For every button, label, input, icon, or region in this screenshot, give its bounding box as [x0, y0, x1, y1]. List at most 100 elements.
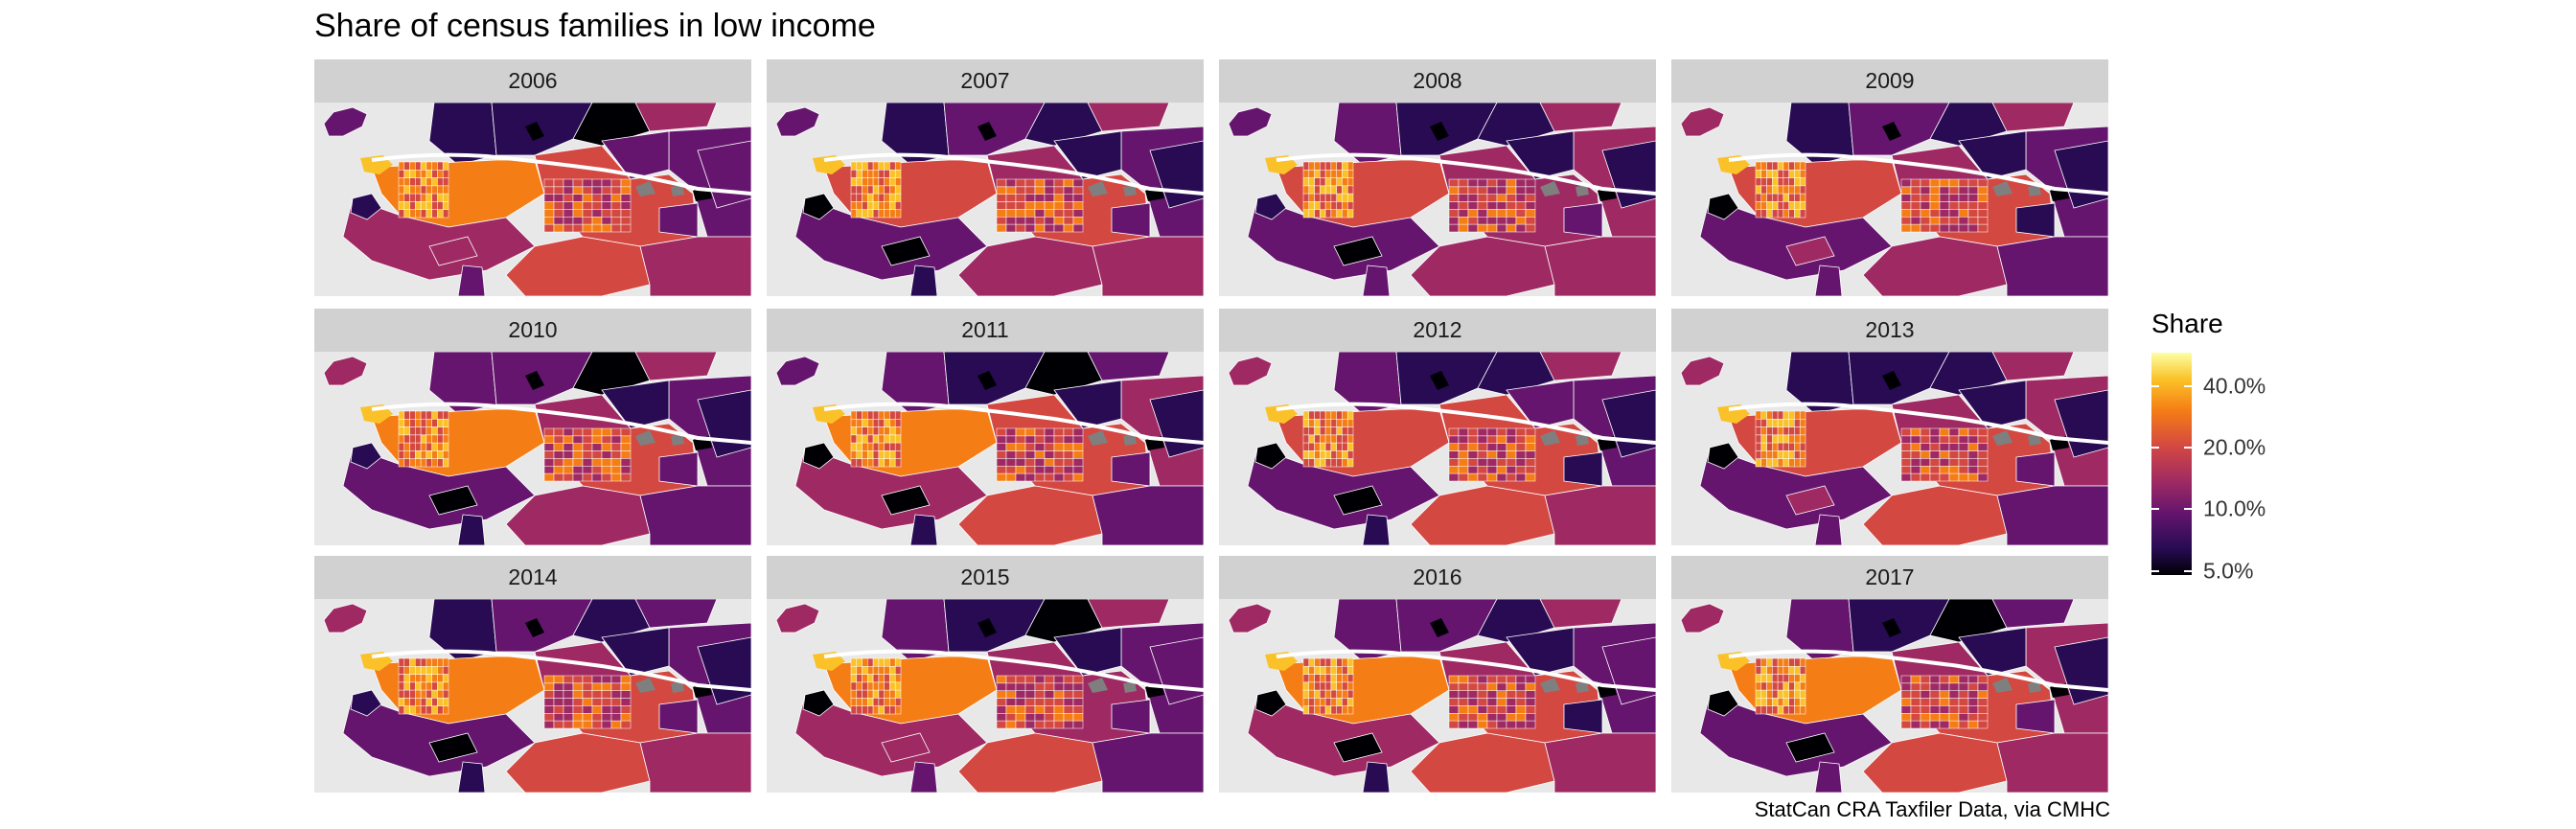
region [1576, 434, 1589, 446]
region [1788, 689, 1795, 699]
region [1308, 666, 1315, 675]
region [398, 450, 405, 459]
region [1324, 681, 1332, 691]
region [1948, 217, 1960, 225]
region [1346, 209, 1354, 219]
region [1910, 720, 1921, 729]
region [1486, 209, 1498, 218]
region [1336, 201, 1343, 210]
region [1814, 514, 1843, 545]
facet-panel-2007: 2007 [767, 59, 1204, 296]
region [1496, 705, 1507, 714]
region [1458, 427, 1469, 437]
region [1900, 186, 1912, 196]
region [582, 698, 593, 706]
region [1467, 435, 1479, 445]
region [1958, 720, 1969, 729]
region [1794, 185, 1801, 195]
region [1862, 236, 2008, 296]
region [409, 434, 416, 444]
map-svg [767, 352, 1204, 545]
region [1977, 690, 1989, 699]
region [415, 170, 422, 178]
region [1330, 442, 1337, 451]
region [1772, 689, 1779, 699]
region [457, 514, 486, 545]
region [563, 705, 574, 714]
region [1920, 675, 1931, 684]
region [601, 178, 612, 188]
region [1515, 713, 1527, 722]
region [415, 450, 422, 459]
region [850, 193, 858, 202]
region [398, 410, 405, 420]
region [1772, 450, 1779, 459]
region [1680, 603, 1725, 633]
region [1228, 356, 1273, 386]
region [878, 698, 885, 706]
region [620, 713, 632, 722]
region [543, 443, 555, 451]
region [1034, 458, 1046, 467]
region [1772, 442, 1779, 451]
region [1977, 186, 1989, 196]
region [894, 442, 902, 451]
region [1053, 427, 1065, 437]
region [894, 170, 902, 178]
region [1496, 201, 1507, 210]
region [1320, 681, 1326, 691]
region [1330, 458, 1337, 468]
region [1467, 472, 1479, 482]
region [1330, 193, 1337, 202]
region [878, 161, 885, 171]
region [1772, 410, 1779, 420]
region [1477, 209, 1488, 218]
region [1996, 485, 2108, 545]
region [572, 178, 584, 188]
region [1063, 223, 1074, 233]
region [1766, 419, 1773, 427]
region [1314, 426, 1321, 436]
region [1302, 209, 1310, 219]
region [1799, 666, 1806, 675]
region [1458, 217, 1469, 225]
region [398, 434, 405, 444]
region [1486, 450, 1498, 459]
region [1782, 177, 1789, 187]
region [1788, 185, 1795, 195]
region [1506, 675, 1517, 684]
region [1777, 161, 1784, 171]
region [872, 170, 880, 178]
region [889, 698, 896, 706]
region [878, 426, 885, 436]
region [635, 430, 656, 446]
region [1314, 177, 1321, 187]
region [572, 427, 584, 437]
region [1324, 674, 1332, 683]
region [1977, 698, 1989, 706]
region [1799, 705, 1806, 715]
region [1005, 223, 1017, 233]
region [620, 194, 632, 202]
region [996, 698, 1007, 706]
region [1053, 194, 1065, 202]
region [409, 410, 416, 420]
region [1788, 698, 1795, 706]
region [431, 705, 438, 715]
region [1958, 466, 1969, 474]
region [1072, 186, 1084, 196]
region [1506, 223, 1517, 233]
region [671, 434, 684, 446]
region [1005, 720, 1017, 729]
region [1228, 603, 1273, 633]
region [1782, 450, 1789, 459]
region [442, 185, 449, 195]
region [591, 209, 603, 218]
region [872, 426, 880, 436]
region [1799, 657, 1806, 667]
region [884, 185, 890, 195]
region [1777, 674, 1784, 683]
region [1814, 265, 1843, 296]
region [884, 681, 890, 691]
region [1977, 713, 1989, 722]
